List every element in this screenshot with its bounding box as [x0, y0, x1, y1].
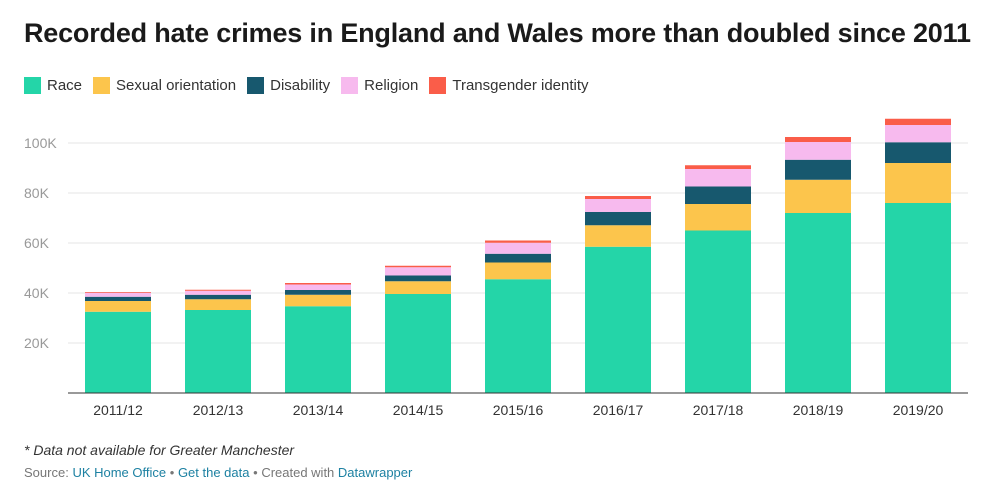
legend-swatch [24, 77, 41, 94]
bar-segment [685, 186, 751, 204]
bar-segment [385, 267, 451, 276]
source-line: Source: UK Home Office • Get the data • … [24, 465, 412, 480]
y-tick-label: 40K [24, 285, 50, 301]
y-tick-label: 100K [24, 135, 57, 151]
x-tick-label: 2017/18 [693, 402, 744, 418]
bar-segment [785, 179, 851, 213]
bar-segment [885, 163, 951, 203]
bar-segment [385, 294, 451, 393]
bar-segment [185, 289, 251, 291]
bar-segment [285, 283, 351, 285]
y-tick-label: 20K [24, 335, 50, 351]
stacked-bar-chart: 20K 40K 60K 80K 100K 2011/12 2012/13 2013/14 201… [24, 118, 968, 418]
source-prefix: Source: [24, 465, 69, 480]
bar-segment [385, 265, 451, 268]
bar-segment [285, 290, 351, 295]
bar-segment [785, 159, 851, 180]
bar-segment [585, 212, 651, 226]
bar-segment [185, 290, 251, 295]
legend-label: Sexual orientation [116, 77, 237, 94]
bar-segment [785, 137, 851, 142]
legend-swatch [341, 77, 359, 94]
bar-segment [485, 240, 551, 243]
legend-label: Disability [270, 77, 331, 94]
x-tick-label: 2015/16 [493, 402, 544, 418]
bar-segment [785, 213, 851, 393]
bar-segment [685, 169, 751, 187]
footnote: * Data not available for Greater Manches… [24, 442, 295, 458]
bar-segment [885, 125, 951, 143]
bar-segment [585, 225, 651, 247]
bar-segment [585, 199, 651, 212]
x-tick-label: 2014/15 [393, 402, 444, 418]
legend-swatch [93, 77, 111, 94]
bar-segment [785, 142, 851, 160]
source-separator: • [169, 465, 175, 480]
bar-segment [85, 301, 151, 312]
x-tick-label: 2018/19 [793, 402, 844, 418]
legend-label: Race [47, 77, 83, 94]
bar-segment [585, 196, 651, 199]
source-separator: • [253, 465, 258, 480]
bar-segment [885, 203, 951, 393]
bar-segment [185, 310, 251, 393]
bar-segment [485, 262, 551, 280]
created-with-text: Created with [261, 465, 335, 480]
bar-segment [85, 311, 151, 393]
bar-segment [885, 118, 951, 125]
bar-segment [485, 242, 551, 254]
bar-segment [385, 275, 451, 282]
bar-segment [685, 204, 751, 231]
source-link[interactable]: UK Home Office [72, 465, 167, 480]
legend-item: Religion [341, 77, 418, 94]
y-tick-label: 80K [24, 185, 50, 201]
bar-segment [285, 284, 351, 290]
bar-segment [85, 292, 151, 293]
legend-item: Race [24, 77, 82, 94]
x-tick-label: 2019/20 [893, 402, 944, 418]
bar-segment [185, 294, 251, 300]
bar-segment [685, 230, 751, 393]
legend-item: Sexual orientation [93, 77, 236, 94]
bar-segment [85, 296, 151, 301]
datawrapper-link[interactable]: Datawrapper [337, 465, 413, 480]
chart-title: Recorded hate crimes in England and Wale… [24, 18, 971, 48]
legend-item: Transgender identity [429, 77, 589, 94]
bar-segment [385, 281, 451, 294]
bar-segment [185, 299, 251, 310]
x-tick-label: 2016/17 [593, 402, 644, 418]
bar-segment [685, 165, 751, 169]
x-tick-label: 2012/13 [193, 402, 244, 418]
chart-legend: Race Sexual orientation Disability Religion… [24, 77, 600, 94]
bar-segment [885, 142, 951, 163]
get-data-link[interactable]: Get the data [177, 465, 250, 480]
legend-swatch [429, 77, 447, 94]
legend-label: Transgender identity [452, 77, 589, 94]
legend-item: Disability [247, 77, 330, 94]
bar-segment [485, 279, 551, 393]
bar-segment [285, 294, 351, 307]
bar-segment [85, 292, 151, 297]
bar-segment [485, 253, 551, 263]
bar-segment [285, 306, 351, 393]
legend-label: Religion [364, 77, 419, 94]
bar-segment [585, 246, 651, 393]
legend-swatch [247, 77, 265, 94]
y-tick-label: 60K [24, 235, 50, 251]
x-tick-label: 2011/12 [93, 402, 143, 418]
x-tick-label: 2013/14 [293, 402, 344, 418]
